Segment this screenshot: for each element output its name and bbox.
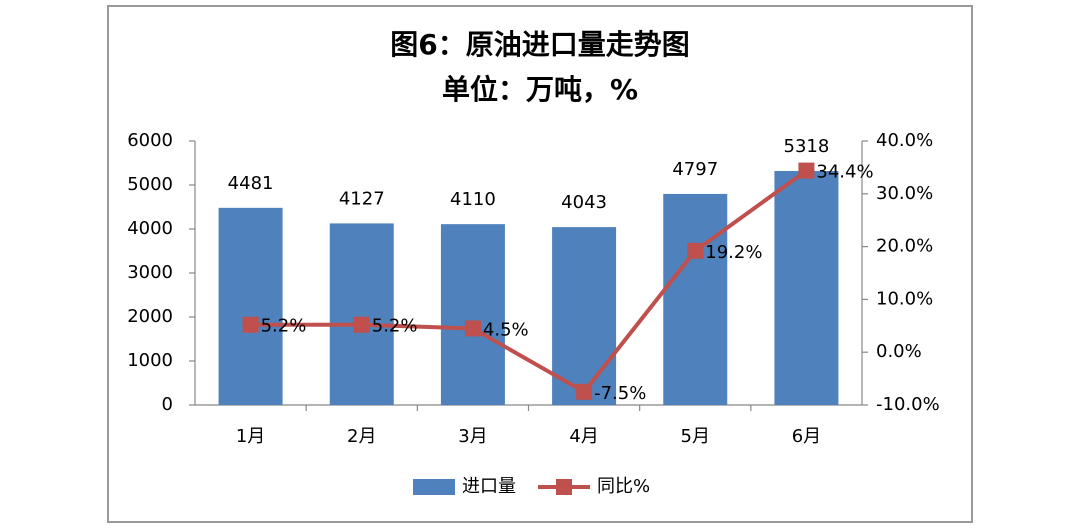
y2-tick-label: 20.0% xyxy=(876,236,933,257)
bar xyxy=(774,171,839,405)
legend-label: 同比% xyxy=(597,476,650,497)
y2-tick-label: 0.0% xyxy=(876,341,922,362)
legend-swatch-marker xyxy=(556,479,572,495)
bar xyxy=(663,193,728,405)
bar-value-label: 4127 xyxy=(339,188,385,209)
line-value-label: 4.5% xyxy=(483,319,529,340)
legend-label: 进口量 xyxy=(462,476,516,497)
y-tick-label: 1000 xyxy=(127,350,173,371)
line xyxy=(250,168,808,395)
y-tick-label: 5000 xyxy=(127,174,173,195)
bar-value-label: 5318 xyxy=(784,136,830,157)
bar-value-label: 4110 xyxy=(450,189,496,210)
x-tick-label: 6月 xyxy=(792,426,821,447)
x-tick-label: 3月 xyxy=(458,426,487,447)
line-marker xyxy=(464,320,481,337)
x-tick-label: 5月 xyxy=(681,426,710,447)
line-value-label: -7.5% xyxy=(594,383,646,404)
line-marker xyxy=(576,383,593,400)
y-tick-label: 4000 xyxy=(127,218,173,239)
line-value-label: 5.2% xyxy=(261,316,307,337)
y-tick-label: 0 xyxy=(162,394,173,415)
bar-value-label: 4797 xyxy=(672,159,718,180)
bar xyxy=(552,227,617,405)
x-tick-label: 2月 xyxy=(347,426,376,447)
chart-subtitle: 单位：万吨，% xyxy=(442,73,638,106)
bar xyxy=(329,223,394,405)
legend-swatch xyxy=(413,479,455,495)
bar-value-label: 4043 xyxy=(561,192,607,213)
bar xyxy=(218,207,283,405)
y2-tick-label: 30.0% xyxy=(876,183,933,204)
line-value-label: 19.2% xyxy=(705,242,762,263)
y2-tick-label: 10.0% xyxy=(876,288,933,309)
y-tick-label: 3000 xyxy=(127,262,173,283)
line-value-label: 5.2% xyxy=(372,316,418,337)
bar-value-label: 4481 xyxy=(228,173,274,194)
y2-tick-label: -10.0% xyxy=(876,394,940,415)
line-marker xyxy=(353,316,370,333)
x-tick-label: 4月 xyxy=(569,426,598,447)
chart-title: 图6：原油进口量走势图 xyxy=(390,28,689,61)
y-tick-label: 6000 xyxy=(127,130,173,151)
line-value-label: 34.4% xyxy=(816,162,873,183)
y-tick-label: 2000 xyxy=(127,306,173,327)
line-marker xyxy=(687,242,704,259)
bar xyxy=(440,224,505,405)
y2-tick-label: 40.0% xyxy=(876,130,933,151)
line-marker xyxy=(242,316,259,333)
line-marker xyxy=(798,162,815,179)
x-tick-label: 1月 xyxy=(236,426,265,447)
